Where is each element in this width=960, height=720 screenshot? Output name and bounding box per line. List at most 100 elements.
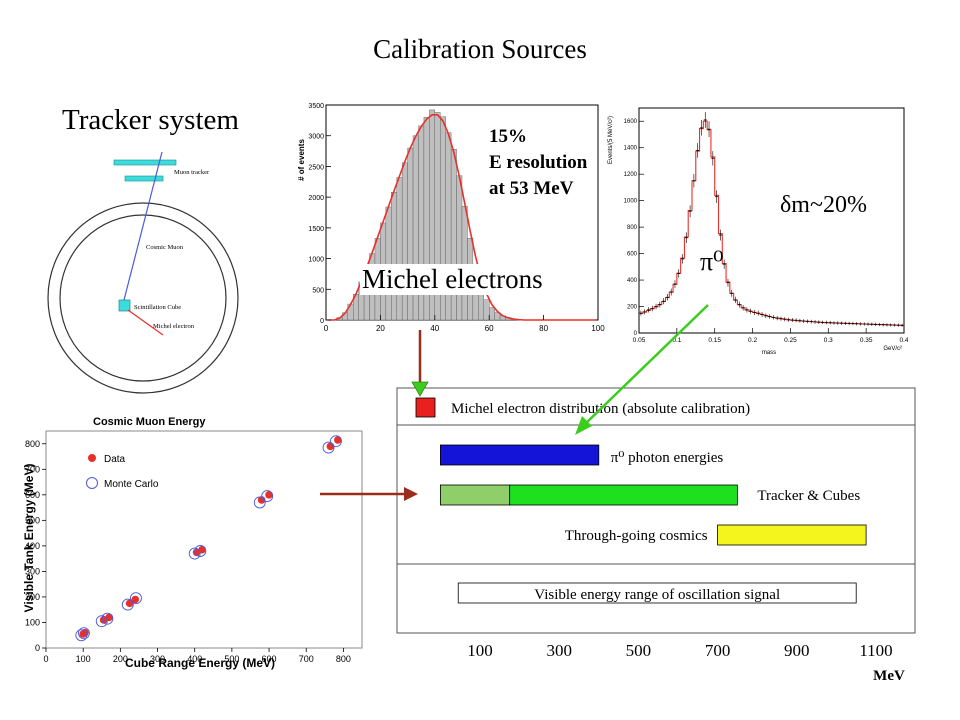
scatter-x-tick-label: 700 (299, 654, 314, 664)
data-point (334, 436, 342, 444)
scatter-y-tick-label: 300 (25, 566, 40, 576)
michel-electrons-label: Michel electrons (360, 264, 545, 295)
legend-data-label: Data (104, 454, 126, 465)
pi0-xunit: GeV/c² (883, 346, 902, 352)
scatter-y-tick-label: 200 (25, 592, 40, 602)
pi0-x-tick-label: 0.25 (784, 337, 797, 344)
tracker-diagram: Muon tracker Cosmic Muon Scintillation C… (47, 151, 239, 394)
pi0-y-tick-label: 1200 (624, 172, 638, 178)
cosmics-range-bar (717, 524, 867, 546)
pi0-range-bar (440, 444, 600, 466)
pi0-data-points (639, 111, 904, 327)
data-point (326, 442, 335, 451)
legend-data-marker (88, 454, 96, 462)
pi0-x-tick-label: 0.15 (708, 337, 721, 344)
mc-point (121, 598, 134, 611)
range-axis-tick-label: 300 (546, 641, 572, 660)
muon-tracker-bar-top (113, 159, 177, 166)
pi0-ylabel: Events/(5 MeV/c²) (608, 116, 614, 164)
pi0-x-tick-label: 0.35 (860, 337, 873, 344)
range-axis-tick-label: 700 (705, 641, 731, 660)
cosmic-muon-label: Cosmic Muon (146, 244, 184, 251)
pi0-x-tick-label: 0.4 (899, 337, 908, 344)
michel-range-label: Michel electron distribution (absolute c… (451, 401, 750, 417)
tracker-range-bar-light (440, 484, 511, 506)
pi0-y-tick-label: 200 (627, 305, 638, 311)
scatter-x-tick-label: 500 (224, 654, 239, 664)
pi0-x-tick-label: 0.1 (672, 337, 681, 344)
mc-point (77, 627, 90, 640)
scatter-x-tick-label: 800 (336, 654, 351, 664)
scatter-x-tick-label: 600 (262, 654, 277, 664)
michel-fit-curve (328, 114, 596, 321)
scatter-ylabel: Visible Tank Energy (MeV) (22, 464, 36, 613)
scint-cube-label: Scintillation Cube (134, 304, 181, 311)
pi0-y-tick-label: 1400 (624, 146, 638, 152)
cosmic-muon-track (123, 151, 163, 301)
michel-bar (456, 175, 463, 321)
range-axis-tick-label: 900 (784, 641, 810, 660)
scatter-y-tick-label: 600 (25, 490, 40, 500)
pi0-range-label: π⁰ photon energies (611, 450, 724, 466)
michel-y-tick-label: 1500 (308, 226, 324, 233)
muon-tracker-bar-bottom (124, 175, 164, 182)
tracker-range-label: Tracker & Cubes (757, 488, 860, 504)
pi0-histogram: 0.05 0.1 0.15 0.2 0.25 0.3 0.35 0.4020040060080… (608, 107, 908, 356)
michel-y-tick-label: 2500 (308, 164, 324, 171)
mc-point (101, 612, 114, 625)
michel-electron-label: Michel electron (153, 323, 195, 330)
energy-ranges-panel: Michel electron distribution (absolute c… (396, 387, 916, 684)
scatter-axes: 0 100 200 300 400 500 600 700 800 0 100 200 300 400 50… (25, 439, 351, 664)
michel-ylabel: # of events (297, 139, 306, 181)
scatter-y-tick-label: 100 (25, 617, 40, 627)
scatter-y-tick-label: 400 (25, 541, 40, 551)
scatter-points (75, 435, 342, 642)
range-axis-tick-label: 100 (467, 641, 493, 660)
pi0-xlabel: mass (762, 350, 776, 356)
mc-point (188, 547, 201, 560)
cosmics-range-label: Through-going cosmics (565, 528, 708, 544)
pi0-y-tick-label: 600 (627, 252, 638, 258)
michel-x-tick-label: 100 (591, 324, 605, 332)
scatter-x-tick-label: 400 (187, 654, 202, 664)
michel-box-marker (415, 397, 436, 418)
tank-outer-circle (47, 202, 239, 394)
resolution-text: 15% E resolution at 53 MeV (489, 124, 587, 202)
resolution-line: 15% (489, 126, 527, 147)
range-axis-tick-label: 500 (626, 641, 652, 660)
mev-axis-label: MeV (873, 668, 905, 684)
michel-bar (391, 192, 397, 321)
pi0-x-tick-label: 0.05 (633, 337, 646, 344)
mc-point (322, 441, 335, 454)
scatter-y-tick-label: 800 (25, 439, 40, 449)
pi0-x-tick-label: 0.2 (748, 337, 757, 344)
range-axis-tick-label: 1100 (859, 641, 892, 660)
scintillation-cube (118, 299, 131, 312)
resolution-line: E resolution (489, 152, 588, 173)
pi0-histogram-line (639, 120, 904, 326)
scatter-y-tick-label: 700 (25, 464, 40, 474)
scatter-x-tick-label: 200 (113, 654, 128, 664)
scatter-x-tick-label: 300 (150, 654, 165, 664)
scatter-y-tick-label: 0 (35, 643, 40, 653)
mc-point (130, 592, 142, 605)
scatter-y-tick-label: 500 (25, 515, 40, 525)
scatter-xlabel: Cube Range Energy (MeV) (125, 656, 275, 670)
pi0-x-tick-label: 0.3 (824, 337, 833, 344)
data-point (265, 491, 273, 499)
oscillation-range-label: Visible energy range of oscillation sign… (534, 587, 780, 603)
tracker-range-bar (509, 484, 738, 506)
data-point (198, 545, 206, 554)
scatter-x-tick-label: 0 (43, 654, 48, 664)
michel-x-tick-label: 20 (376, 324, 385, 332)
michel-bar (488, 307, 495, 321)
scatter-title: Cosmic Muon Energy (93, 416, 206, 428)
michel-x-tick-label: 0 (324, 324, 329, 332)
michel-electron-track (127, 309, 164, 336)
michel-x-tick-label: 80 (539, 324, 548, 332)
mc-point (194, 545, 207, 557)
oscillation-range-bar (457, 582, 857, 604)
pi0-label: π⁰ (700, 247, 724, 276)
cosmic-muon-scatter: Cosmic Muon Energy 0 100 200 300 400 500 600 70… (22, 416, 363, 670)
page-title: Calibration Sources (373, 34, 587, 64)
